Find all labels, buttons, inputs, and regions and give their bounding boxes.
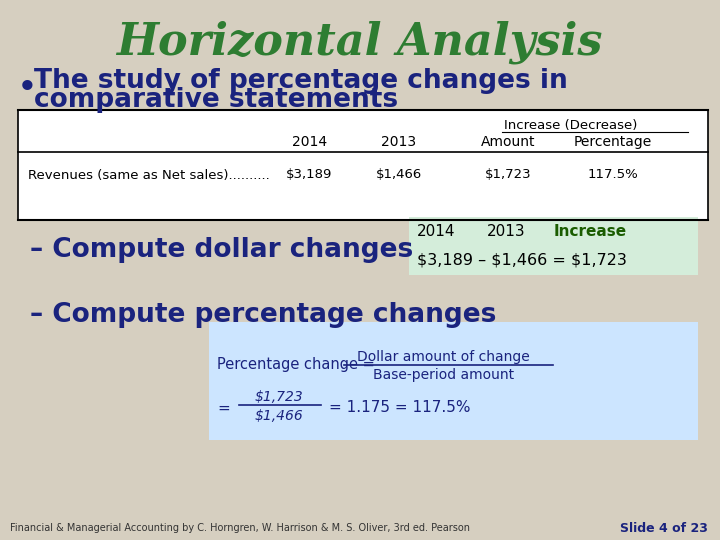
Text: The study of percentage changes in: The study of percentage changes in bbox=[34, 68, 567, 94]
Text: Percentage: Percentage bbox=[574, 135, 652, 149]
Text: $1,466: $1,466 bbox=[255, 409, 304, 423]
Text: $1,723: $1,723 bbox=[255, 390, 304, 404]
Text: =: = bbox=[217, 401, 230, 415]
Text: $3,189: $3,189 bbox=[286, 168, 333, 181]
Text: comparative statements: comparative statements bbox=[34, 87, 398, 113]
Text: – Compute percentage changes: – Compute percentage changes bbox=[30, 302, 496, 328]
Text: Amount: Amount bbox=[481, 135, 536, 149]
Text: $1,723: $1,723 bbox=[485, 168, 532, 181]
Text: $3,189 – $1,466 = $1,723: $3,189 – $1,466 = $1,723 bbox=[417, 253, 626, 267]
Text: 2013: 2013 bbox=[487, 225, 525, 240]
Text: Base-period amount: Base-period amount bbox=[373, 368, 514, 382]
Text: Increase: Increase bbox=[554, 225, 626, 240]
Text: 2014: 2014 bbox=[292, 135, 327, 149]
Text: Slide 4 of 23: Slide 4 of 23 bbox=[620, 522, 708, 535]
Text: – Compute dollar changes: – Compute dollar changes bbox=[30, 237, 413, 263]
Text: Increase (Decrease): Increase (Decrease) bbox=[504, 118, 637, 132]
FancyBboxPatch shape bbox=[409, 217, 698, 275]
Text: = 1.175 = 117.5%: = 1.175 = 117.5% bbox=[329, 401, 471, 415]
Text: Percentage change =: Percentage change = bbox=[217, 357, 375, 373]
Text: Revenues (same as Net sales)..........: Revenues (same as Net sales).......... bbox=[28, 168, 270, 181]
Text: 2014: 2014 bbox=[417, 225, 455, 240]
FancyBboxPatch shape bbox=[210, 322, 698, 440]
Text: Horizontal Analysis: Horizontal Analysis bbox=[116, 20, 602, 64]
Text: 2013: 2013 bbox=[382, 135, 416, 149]
Text: $1,466: $1,466 bbox=[376, 168, 422, 181]
Text: Financial & Managerial Accounting by C. Horngren, W. Harrison & M. S. Oliver, 3r: Financial & Managerial Accounting by C. … bbox=[10, 523, 470, 533]
Text: 117.5%: 117.5% bbox=[588, 168, 639, 181]
FancyBboxPatch shape bbox=[18, 110, 708, 220]
Text: Dollar amount of change: Dollar amount of change bbox=[357, 350, 530, 364]
Text: •: • bbox=[18, 74, 37, 102]
